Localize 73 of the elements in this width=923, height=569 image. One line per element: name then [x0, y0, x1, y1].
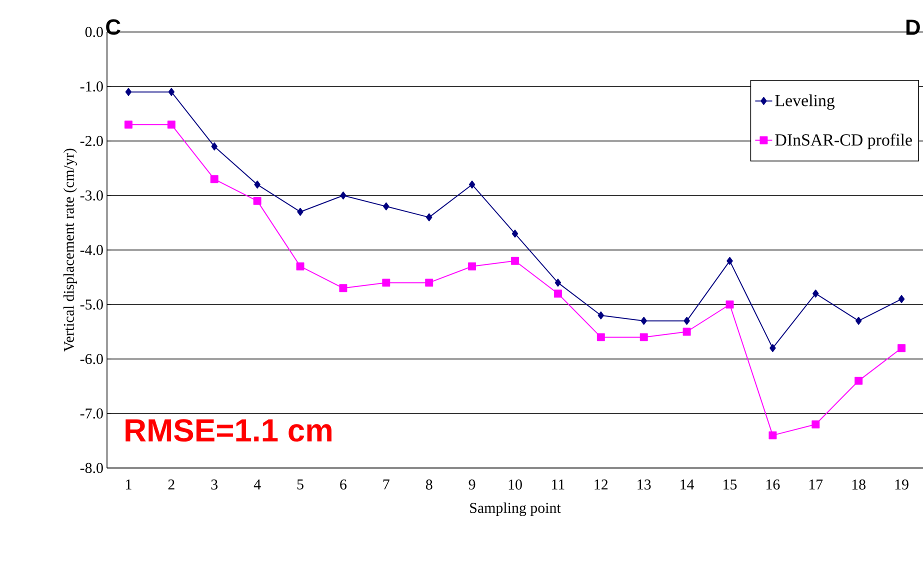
- point: [770, 344, 776, 352]
- x-tick-label: 18: [852, 480, 866, 490]
- point: [726, 256, 733, 265]
- point: [596, 333, 605, 342]
- point: [211, 142, 218, 150]
- y-tick-label: -5.0: [80, 299, 103, 310]
- point: [340, 192, 346, 200]
- y-tick-label: -1.0: [80, 81, 103, 92]
- x-tick-label: 15: [724, 480, 737, 490]
- y-tick-label: 0.0: [85, 26, 103, 38]
- point: [511, 256, 519, 265]
- point: [812, 290, 819, 298]
- point: [468, 180, 476, 189]
- x-tick-label: 11: [552, 480, 564, 490]
- y-tick-label: -8.0: [80, 462, 103, 474]
- x-tick-label: 9: [468, 480, 476, 490]
- y-tick-label: -2.0: [80, 136, 103, 146]
- point: [684, 316, 690, 325]
- x-tick-label: 19: [895, 480, 908, 490]
- point: [726, 300, 734, 308]
- point: [898, 295, 905, 304]
- x-tick-label: 1: [126, 480, 132, 490]
- y-tick-label: -3.0: [80, 190, 103, 201]
- legend-label: Leveling: [775, 94, 835, 110]
- x-tick-label: 5: [297, 480, 304, 490]
- x-tick-label: 12: [594, 480, 608, 490]
- y-tick-label: -6.0: [80, 354, 103, 364]
- point: [168, 88, 175, 96]
- point: [125, 88, 132, 96]
- point: [682, 328, 691, 336]
- x-tick-label: 6: [340, 480, 347, 490]
- point: [296, 262, 304, 270]
- point: [210, 175, 218, 184]
- y-tick-label: -7.0: [80, 408, 103, 419]
- legend-label: DInSAR-CD profile: [775, 134, 912, 150]
- x-tick-label: 3: [211, 480, 218, 490]
- y-axis-title: Vertical displacement rate (cm/yr): [63, 148, 77, 352]
- point: [768, 431, 777, 440]
- point: [254, 180, 260, 189]
- x-tick-label: 8: [426, 480, 432, 490]
- point: [167, 120, 176, 129]
- point: [512, 230, 518, 238]
- point: [383, 202, 390, 210]
- point: [854, 376, 863, 385]
- point: [339, 284, 348, 292]
- point: [382, 278, 390, 287]
- x-tick-label: 16: [766, 480, 780, 490]
- point: [468, 262, 476, 270]
- x-tick-label: 7: [383, 480, 390, 490]
- point: [425, 278, 434, 287]
- point: [253, 196, 262, 205]
- point: [640, 316, 647, 325]
- point: [554, 278, 562, 287]
- x-tick-label: 13: [638, 480, 651, 490]
- point: [124, 120, 132, 129]
- x-tick-label: 10: [508, 480, 522, 490]
- point: [297, 208, 304, 216]
- y-tick-label: -4.0: [80, 244, 103, 256]
- x-tick-label: 14: [680, 480, 694, 490]
- x-tick-label: 4: [254, 480, 261, 490]
- point: [426, 213, 432, 222]
- point: [812, 420, 820, 428]
- point: [598, 311, 604, 320]
- annotation: RMSE=1.1 cm: [126, 419, 332, 442]
- x-tick-label: 2: [168, 480, 174, 490]
- point: [855, 316, 862, 325]
- x-tick-label: 17: [809, 480, 823, 490]
- point: [898, 344, 906, 352]
- point: [554, 290, 562, 298]
- point: [640, 333, 648, 342]
- x-axis-title: Sampling point: [470, 502, 561, 516]
- annotation: C: [106, 19, 120, 35]
- annotation: D: [906, 20, 920, 35]
